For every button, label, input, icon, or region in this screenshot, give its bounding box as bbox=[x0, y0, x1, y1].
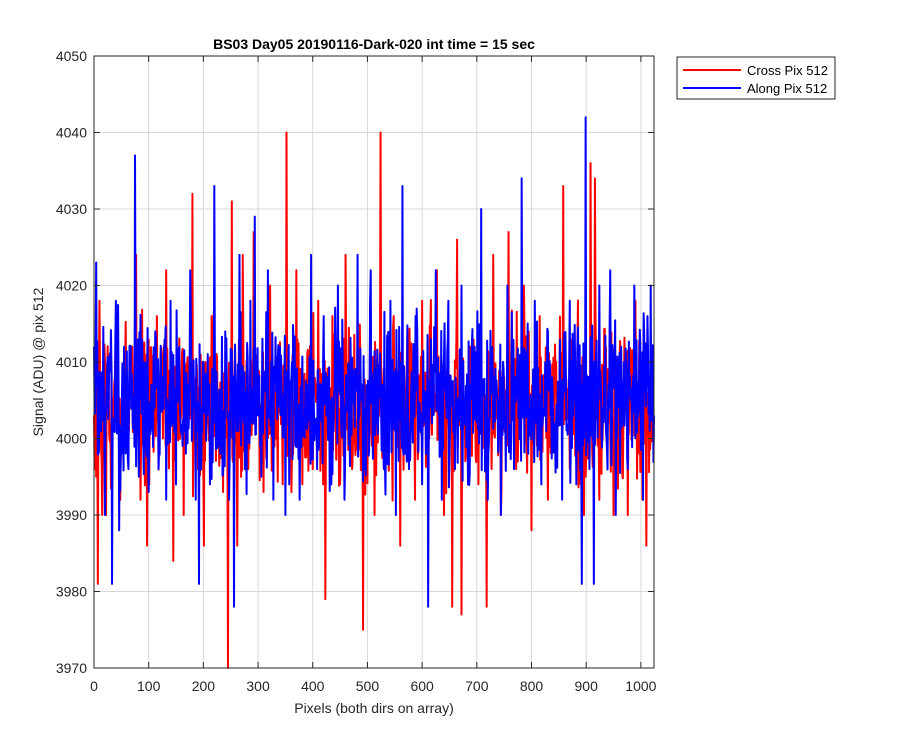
y-tick-label: 3970 bbox=[56, 660, 87, 676]
x-tick-label: 400 bbox=[301, 678, 325, 694]
y-axis-label: Signal (ADU) @ pix 512 bbox=[30, 287, 46, 436]
y-tick-label: 4050 bbox=[56, 48, 87, 64]
x-tick-label: 900 bbox=[575, 678, 599, 694]
legend-label-cross: Cross Pix 512 bbox=[747, 63, 828, 78]
x-tick-label: 100 bbox=[137, 678, 161, 694]
y-tick-label: 4040 bbox=[56, 125, 87, 141]
x-tick-label: 700 bbox=[465, 678, 489, 694]
legend-box bbox=[676, 56, 836, 100]
y-tick-label: 3980 bbox=[56, 584, 87, 600]
legend: Cross Pix 512 Along Pix 512 bbox=[676, 56, 836, 100]
chart-title: BS03 Day05 20190116-Dark-020 int time = … bbox=[213, 36, 535, 52]
x-tick-label: 200 bbox=[192, 678, 216, 694]
ticks: 0 100 200 300 400 500 600 700 800 900 1000 3970 3980… bbox=[56, 48, 657, 694]
legend-label-along: Along Pix 512 bbox=[747, 81, 827, 96]
y-tick-label: 4020 bbox=[56, 278, 87, 294]
x-tick-label: 300 bbox=[246, 678, 270, 694]
x-tick-label: 800 bbox=[520, 678, 544, 694]
y-tick-label: 4030 bbox=[56, 201, 87, 217]
x-tick-label: 500 bbox=[356, 678, 380, 694]
y-tick-label: 4010 bbox=[56, 354, 87, 370]
y-tick-label: 3990 bbox=[56, 507, 87, 523]
x-axis-label: Pixels (both dirs on array) bbox=[294, 700, 454, 716]
x-tick-label: 1000 bbox=[625, 678, 656, 694]
x-tick-label: 0 bbox=[90, 678, 98, 694]
x-tick-label: 600 bbox=[410, 678, 434, 694]
series-layer bbox=[93, 116, 655, 669]
series-line-along-pix-512 bbox=[93, 116, 655, 608]
y-tick-label: 4000 bbox=[56, 431, 87, 447]
